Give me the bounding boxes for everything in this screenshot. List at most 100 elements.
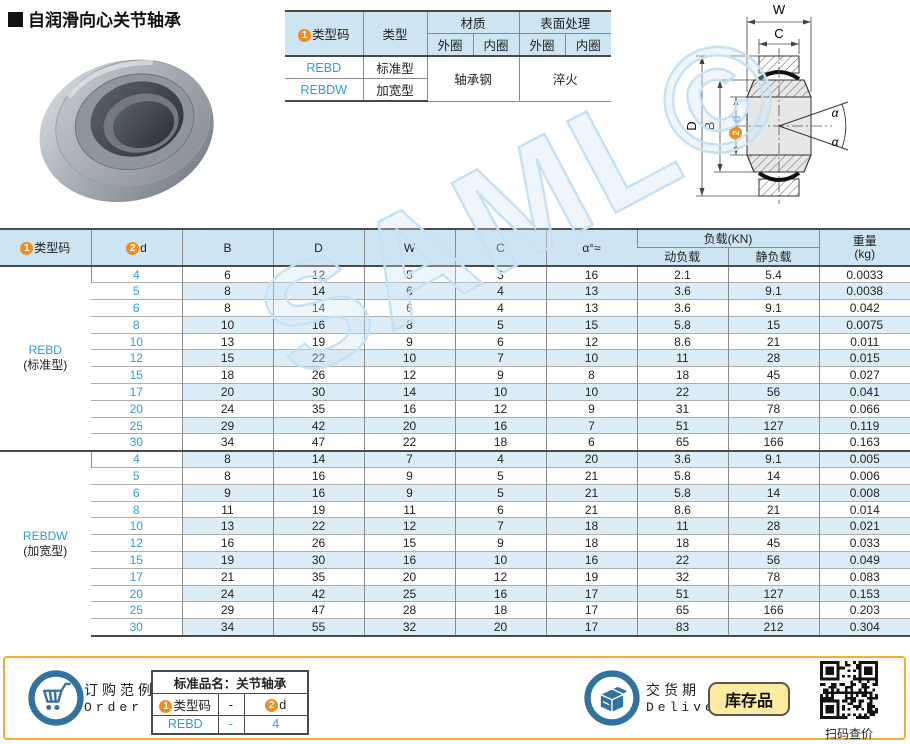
cell-value: 6: [181, 265, 273, 283]
cell-value: 16: [454, 416, 546, 434]
cell-value: 14: [272, 449, 364, 468]
cell-value: 18: [454, 433, 546, 451]
cell-value: 14: [363, 383, 455, 401]
cell-value: 56: [727, 383, 820, 401]
cell-d: 12: [91, 534, 182, 552]
svg-text:2: 2: [731, 130, 741, 135]
cell-value: 2.1: [636, 265, 728, 283]
cell-value: 11: [363, 500, 455, 518]
cell-value: 9: [363, 332, 455, 350]
cell-value: 35: [272, 567, 364, 586]
cell-value: 6: [545, 433, 637, 451]
col-header-load: 负载(KN): [636, 228, 820, 248]
stock-badge: 库存品: [708, 682, 791, 716]
race-seat-arc-bottom: [757, 171, 801, 182]
col-header-alpha: α°≈: [545, 228, 637, 266]
table-row: 30 34 47 22 18 6 65 166 0.163: [0, 433, 910, 451]
cell-value: 10: [363, 349, 455, 367]
alpha-line-upper: [778, 101, 849, 127]
cell-d: 17: [91, 383, 182, 401]
cell-value: 15: [181, 349, 273, 367]
cell-value: 0.0038: [818, 282, 910, 300]
table-row: REBD (标准型) 4 6 12 5 3 16 2.1 5.4 0.0033: [0, 265, 910, 451]
cell-value: 7: [363, 449, 455, 468]
cell-d: 10: [91, 517, 182, 535]
svg-text:d: d: [729, 116, 743, 123]
cell-value: 5.8: [636, 483, 728, 502]
cell-d: 25: [91, 601, 182, 619]
cell-value: 12: [454, 567, 546, 586]
circle-2-icon: 2: [265, 698, 279, 712]
bearing-photo-art: [39, 59, 214, 203]
cell-value: 31: [636, 399, 728, 418]
cell-d: 25: [91, 416, 182, 434]
cell-value: 15: [545, 315, 637, 334]
circle-2-icon: 2: [126, 241, 140, 255]
cell-value: 51: [636, 416, 728, 434]
cell-value: 28: [727, 517, 820, 535]
order-col-type: 1 类型码: [151, 693, 219, 716]
cell-value: 17: [545, 601, 637, 619]
spec-header-code: 1 类型码: [285, 10, 364, 57]
cell-value: 0.041: [818, 383, 910, 401]
table-row: 6 9 16 9 5 21 5.8 14 0.008: [0, 483, 910, 502]
spec-header-inner: 内圈: [564, 33, 611, 57]
col-header-weight: 重量 (kg): [818, 228, 910, 266]
spec-surface-value: 淬火: [518, 55, 611, 102]
cell-value: 65: [636, 601, 728, 619]
cell-value: 21: [727, 332, 820, 350]
cell-value: 16: [272, 483, 364, 502]
dim-label-D: D: [684, 121, 699, 130]
spec-header-inner: 内圈: [472, 33, 520, 57]
cell-value: 212: [727, 618, 820, 637]
cell-value: 9: [181, 483, 273, 502]
cell-value: 30: [272, 383, 364, 401]
cell-value: 22: [636, 383, 728, 401]
cell-value: 14: [272, 282, 364, 300]
cell-value: 78: [727, 399, 820, 418]
cell-value: 17: [545, 618, 637, 637]
cell-value: 10: [545, 383, 637, 401]
cell-value: 35: [272, 399, 364, 418]
cell-value: 14: [727, 483, 820, 502]
cell-value: 10: [454, 551, 546, 569]
product-photo: [18, 38, 243, 218]
cell-value: 22: [636, 551, 728, 569]
spec-type: 加宽型: [362, 78, 427, 102]
cell-value: 34: [181, 618, 273, 637]
cell-value: 5.8: [636, 315, 728, 334]
cell-value: 4: [454, 449, 546, 468]
cell-value: 16: [181, 534, 273, 552]
spec-row: REBD 标准型 轴承钢 淬火: [285, 55, 611, 102]
cell-value: 15: [363, 534, 455, 552]
cell-value: 0.083: [818, 567, 910, 586]
cell-value: 0.304: [818, 618, 910, 637]
cell-value: 22: [363, 433, 455, 451]
cell-d: 5: [91, 282, 182, 300]
cell-value: 20: [363, 416, 455, 434]
cell-value: 19: [545, 567, 637, 586]
cell-value: 18: [545, 534, 637, 552]
cell-value: 0.0033: [818, 265, 910, 283]
spec-type: 标准型: [362, 55, 428, 79]
table-row: 10 13 19 9 6 12 8.6 21 0.011: [0, 332, 910, 350]
table-row: 5 8 16 9 5 21 5.8 14 0.006: [0, 467, 910, 485]
cell-value: 24: [181, 584, 273, 602]
cell-value: 12: [272, 265, 364, 283]
cell-value: 0.008: [818, 483, 910, 502]
col-header-type-code: 1 类型码: [0, 228, 91, 266]
cell-value: 9: [545, 399, 637, 418]
cell-value: 47: [272, 601, 364, 619]
cell-value: 19: [272, 332, 364, 350]
alpha-label-upper: α: [832, 106, 840, 120]
main-table-body: REBD (标准型) 4 6 12 5 3 16 2.1 5.4 0.0033 5 8 14 6 4 13 3.6…: [0, 265, 910, 637]
cell-d: 8: [91, 315, 182, 334]
cell-value: 127: [727, 416, 820, 434]
cell-value: 0.049: [818, 551, 910, 569]
cell-value: 30: [272, 551, 364, 569]
order-val-d: 4: [243, 715, 309, 734]
cell-value: 10: [545, 349, 637, 367]
spec-material-value: 轴承钢: [426, 55, 520, 102]
